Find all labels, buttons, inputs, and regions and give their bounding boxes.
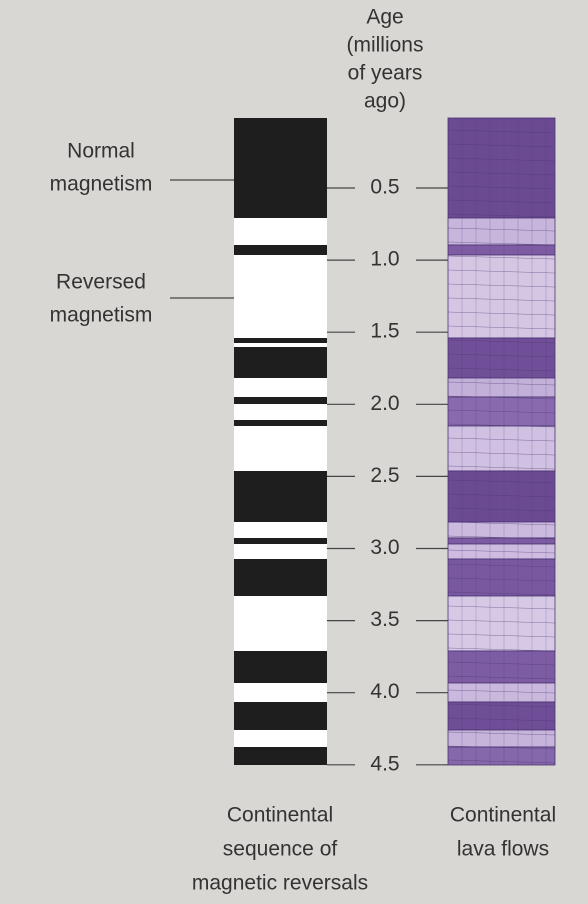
lava-line <box>447 325 556 330</box>
normal-label: magnetism <box>50 173 153 196</box>
left-caption: sequence of <box>223 838 338 861</box>
reversed-label: magnetism <box>50 304 153 327</box>
lava-line <box>447 591 556 596</box>
normal-bands <box>234 118 327 765</box>
lava-line <box>447 549 556 554</box>
labels: Age (millions of years ago) 0.5 1.0 1.5 2.0 2.5 3… <box>50 6 556 895</box>
lava-line <box>447 311 556 316</box>
lava-line <box>447 759 556 764</box>
normal-band <box>234 471 327 522</box>
normal-band <box>234 245 327 255</box>
lava-line <box>447 577 556 582</box>
lava-line <box>447 605 556 610</box>
lava-column <box>447 117 556 766</box>
tick-label: 0.5 <box>370 176 399 199</box>
axis-title: ago) <box>364 90 406 113</box>
lava-flow <box>447 425 556 472</box>
lava-line <box>447 675 556 680</box>
lava-line <box>447 437 556 442</box>
tick-label: 1.5 <box>370 320 399 343</box>
lava-line <box>447 493 556 498</box>
normal-band <box>234 397 327 404</box>
lava-line <box>447 521 556 526</box>
lava-line <box>447 703 556 708</box>
lava-line <box>447 367 556 372</box>
lava-line <box>447 143 556 148</box>
normal-band <box>234 747 327 765</box>
tick-label: 4.0 <box>370 680 399 703</box>
lava-line <box>447 423 556 428</box>
lava-line <box>447 241 556 246</box>
lava-flow <box>447 337 556 379</box>
lava-line <box>447 255 556 260</box>
lava-line <box>447 731 556 736</box>
normal-band <box>234 347 327 378</box>
reversed-label: Reversed <box>56 271 146 294</box>
tick-label: 2.5 <box>370 464 399 487</box>
lava-flow <box>447 117 556 219</box>
tick-label: 3.5 <box>370 608 399 631</box>
right-caption: Continental <box>450 804 556 827</box>
lava-line <box>447 199 556 204</box>
lava-line <box>447 297 556 302</box>
lava-line <box>447 381 556 386</box>
lava-flow <box>447 595 556 652</box>
lava-line <box>447 661 556 666</box>
lava-line <box>447 227 556 232</box>
lava-line <box>447 213 556 218</box>
normal-band <box>234 651 327 683</box>
lava-line <box>447 689 556 694</box>
lava-line <box>447 395 556 400</box>
normal-band <box>234 559 327 596</box>
tick-label: 1.0 <box>370 248 399 271</box>
axis-title: of years <box>348 62 423 85</box>
lava-line <box>447 507 556 512</box>
normal-band <box>234 702 327 730</box>
left-caption: magnetic reversals <box>192 872 368 895</box>
lava-line <box>447 479 556 484</box>
lava-line <box>447 563 556 568</box>
lava-line <box>447 647 556 652</box>
normal-band <box>234 118 327 218</box>
lava-flow <box>447 701 556 731</box>
lava-line <box>447 157 556 162</box>
lava-flow <box>447 217 556 246</box>
lava-line <box>447 353 556 358</box>
normal-band <box>234 338 327 343</box>
lava-line <box>447 745 556 750</box>
normal-label: Normal <box>67 140 135 163</box>
lava-flow <box>447 650 556 684</box>
lava-flow <box>447 537 556 545</box>
lava-line <box>447 129 556 134</box>
lava-line <box>447 185 556 190</box>
axis-title: Age <box>366 6 403 29</box>
lava-line <box>447 465 556 470</box>
tick-label: 4.5 <box>370 752 399 775</box>
left-caption: Continental <box>227 804 333 827</box>
normal-band <box>234 538 327 544</box>
tick-label: 3.0 <box>370 536 399 559</box>
lava-flow <box>447 244 556 256</box>
lava-line <box>447 409 556 414</box>
axis-title: (millions <box>346 34 423 57</box>
lava-flow <box>447 377 556 398</box>
lava-line <box>447 619 556 624</box>
lava-flow <box>447 254 556 339</box>
lava-line <box>447 269 556 274</box>
tick-label: 2.0 <box>370 392 399 415</box>
lava-line <box>447 535 556 540</box>
lava-line <box>447 283 556 288</box>
lava-line <box>447 717 556 722</box>
lava-line <box>447 339 556 344</box>
lava-line <box>447 451 556 456</box>
normal-band <box>234 420 327 426</box>
right-caption: lava flows <box>457 838 549 861</box>
lava-line <box>447 633 556 638</box>
lava-line <box>447 171 556 176</box>
